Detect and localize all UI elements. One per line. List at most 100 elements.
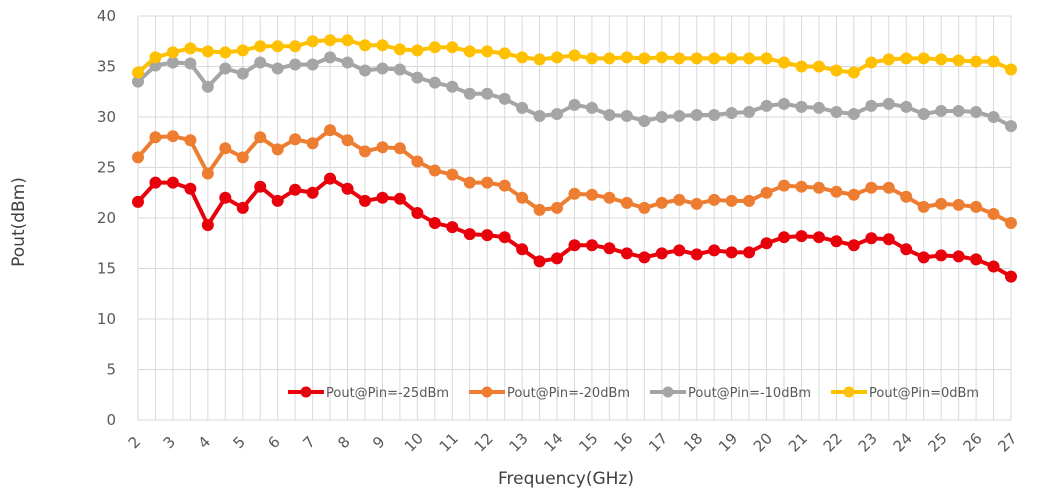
data-point [708,108,721,121]
data-point [324,124,337,137]
data-point [341,182,354,195]
data-point [289,58,302,71]
data-point [271,194,284,207]
data-point [393,43,406,56]
data-point [219,62,232,75]
y-tick-label: 20 [97,209,116,227]
data-point [201,45,214,58]
data-point [743,194,756,207]
data-point [690,248,703,261]
data-point [481,176,494,189]
data-point [638,52,651,65]
data-point [149,176,162,189]
data-point [201,80,214,93]
data-point [917,200,930,213]
data-point [620,109,633,122]
gridlines [137,15,1012,421]
data-point [498,92,511,105]
y-tick-label: 30 [97,108,116,126]
data-point [219,46,232,59]
data-point [795,100,808,113]
data-point [1005,270,1017,283]
data-point [568,49,581,62]
data-point [882,97,895,110]
legend-label: Pout@Pin=-10dBm [688,386,811,401]
data-point [603,108,616,121]
data-point [236,151,249,164]
data-point [166,176,179,189]
data-point [900,52,913,65]
data-point [917,107,930,120]
data-point [271,143,284,156]
data-point [376,62,389,75]
data-point [446,168,459,181]
data-point [393,142,406,155]
legend-swatch-marker [481,386,493,398]
data-point [952,104,965,117]
data-point [411,206,424,219]
data-point [708,244,721,257]
series-group [132,34,1017,283]
data-point [830,105,843,118]
data-point [708,52,721,65]
data-point [132,66,144,79]
y-tick-label: 25 [97,159,116,177]
data-point [690,52,703,65]
data-point [743,52,756,65]
x-axis-label: Frequency(GHz) [498,469,634,489]
data-point [463,228,476,241]
data-point [254,56,267,69]
data-point [952,54,965,67]
data-point [236,67,249,80]
data-point [551,252,564,265]
data-point [149,131,162,144]
data-point [184,182,197,195]
data-point [638,251,651,264]
data-point [882,233,895,246]
data-point [306,58,319,71]
data-point [778,97,791,110]
data-point [568,98,581,111]
data-point [970,200,983,213]
data-point [132,195,144,208]
data-point [428,217,441,230]
data-point [358,64,371,77]
data-point [760,237,773,250]
data-point [1005,120,1017,133]
legend-swatch-marker [662,386,674,398]
data-point [533,203,546,216]
y-axis-label: Pout(dBm) [9,177,29,267]
data-point [236,44,249,57]
data-point [533,255,546,268]
data-point [812,101,825,114]
data-point [551,201,564,214]
data-point [900,100,913,113]
data-point [935,104,948,117]
series-3 [132,51,1017,133]
data-point [341,134,354,147]
data-point [620,247,633,260]
legend-label: Pout@Pin=0dBm [869,386,979,401]
data-point [1005,63,1017,76]
data-point [778,56,791,69]
data-point [358,39,371,52]
data-point [935,249,948,262]
legend: Pout@Pin=-25dBm Pout@Pin=-20dBm Pout@Pin=-… [288,386,979,401]
data-point [847,188,860,201]
data-point [254,40,267,53]
data-point [830,64,843,77]
data-point [463,87,476,100]
data-point [655,51,668,64]
data-point [393,63,406,76]
data-point [673,244,686,257]
y-tick-label: 0 [106,411,116,429]
data-point [358,194,371,207]
data-point [655,111,668,123]
data-point [743,105,756,118]
data-point [690,197,703,210]
data-point [254,131,267,144]
data-point [725,106,738,119]
data-point [289,133,302,146]
data-point [830,185,843,198]
